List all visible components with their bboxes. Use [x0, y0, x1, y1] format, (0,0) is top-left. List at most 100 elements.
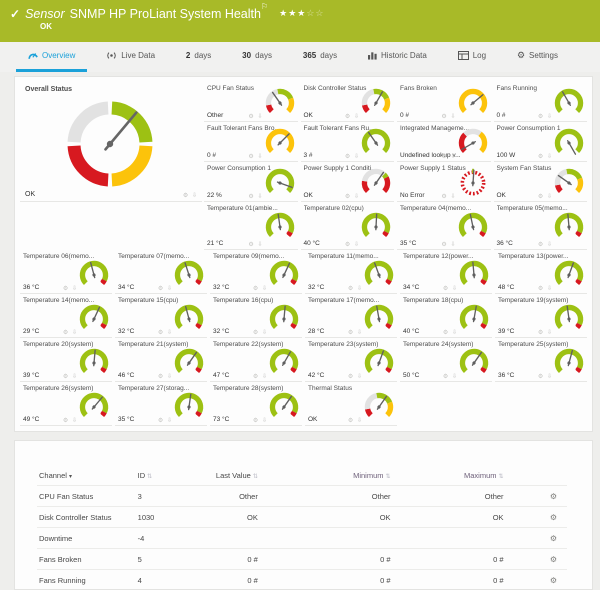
pin-icon[interactable]: ⇩	[167, 330, 173, 336]
gauge-tile[interactable]: Temperature 28(system) 73 °C ⚙ ⇩	[210, 382, 302, 426]
gear-icon[interactable]: ⚙	[441, 194, 447, 200]
tab-2-days[interactable]: 2 days	[174, 42, 223, 72]
pin-icon[interactable]: ⇩	[167, 286, 173, 292]
gear-icon[interactable]: ⚙	[158, 374, 164, 380]
channel-settings-icon[interactable]: ⚙	[550, 513, 557, 522]
gauge-tile[interactable]: Fans Running 0 # ⚙ ⇩	[494, 82, 588, 122]
pin-icon[interactable]: ⇩	[357, 330, 363, 336]
cell-channel[interactable]: Disk Controller Status	[37, 507, 136, 528]
gear-icon[interactable]: ⚙	[443, 374, 449, 380]
gauge-tile[interactable]: Power Consumption 1 100 W ⚙ ⇩	[494, 122, 588, 162]
column-header-maximum[interactable]: Maximum⇅	[393, 465, 506, 486]
gauge-tile[interactable]: Power Consumption 1 22 % ⚙ ⇩	[204, 162, 298, 202]
gear-icon[interactable]: ⚙	[253, 418, 259, 424]
gear-icon[interactable]: ⚙	[538, 374, 544, 380]
gauge-tile[interactable]: Temperature 04(memo... 35 °C ⚙ ⇩	[397, 202, 491, 250]
channel-settings-icon[interactable]: ⚙	[550, 492, 557, 501]
gear-icon[interactable]: ⚙	[348, 286, 354, 292]
pin-icon[interactable]: ⇩	[450, 154, 456, 160]
pin-icon[interactable]: ⇩	[354, 154, 360, 160]
pin-icon[interactable]: ⇩	[262, 418, 268, 424]
gauge-tile[interactable]: Disk Controller Status OK ⚙ ⇩	[301, 82, 395, 122]
gauge-tile[interactable]: Temperature 15(cpu) 32 °C ⚙ ⇩	[115, 294, 207, 338]
pin-icon[interactable]: ⇩	[72, 374, 78, 380]
pin-icon[interactable]: ⇩	[257, 194, 263, 200]
pin-icon[interactable]: ⇩	[452, 374, 458, 380]
gear-icon[interactable]: ⚙	[345, 242, 351, 248]
channel-settings-icon[interactable]: ⚙	[550, 555, 557, 564]
gauge-tile[interactable]: CPU Fan Status Other ⚙ ⇩	[204, 82, 298, 122]
gauge-tile[interactable]: Temperature 11(memo... 32 °C ⚙ ⇩	[305, 250, 397, 294]
gauge-tile[interactable]: Temperature 20(system) 39 °C ⚙ ⇩	[20, 338, 112, 382]
pin-icon[interactable]: ⇩	[357, 374, 363, 380]
tab-settings[interactable]: ⚙ Settings	[505, 42, 570, 72]
gear-icon[interactable]: ⚙	[538, 114, 544, 120]
gauge-tile[interactable]: Temperature 17(memo... 28 °C ⚙ ⇩	[305, 294, 397, 338]
pin-icon[interactable]: ⇩	[167, 418, 173, 424]
column-header-channel[interactable]: Channel▾	[37, 465, 136, 486]
pin-icon[interactable]: ⇩	[167, 374, 173, 380]
gear-icon[interactable]: ⚙	[248, 242, 254, 248]
pin-icon[interactable]: ⇩	[257, 154, 263, 160]
gauge-tile[interactable]: Temperature 01(ambie... 21 °C ⚙ ⇩	[204, 202, 298, 250]
pin-icon[interactable]: ⇩	[257, 114, 263, 120]
gauge-tile[interactable]: Temperature 02(cpu) 40 °C ⚙ ⇩	[301, 202, 395, 250]
cell-channel[interactable]: Fans Broken	[37, 549, 136, 570]
gauge-tile[interactable]: Temperature 09(memo... 32 °C ⚙ ⇩	[210, 250, 302, 294]
pin-icon[interactable]: ⇩	[72, 330, 78, 336]
pin-icon[interactable]: ⇩	[547, 242, 553, 248]
gear-icon[interactable]: ⚙	[538, 194, 544, 200]
gear-icon[interactable]: ⚙	[158, 330, 164, 336]
gauge-tile[interactable]: Temperature 13(power... 48 °C ⚙ ⇩	[495, 250, 587, 294]
gear-icon[interactable]: ⚙	[345, 194, 351, 200]
gear-icon[interactable]: ⚙	[443, 330, 449, 336]
pin-icon[interactable]: ⇩	[354, 194, 360, 200]
pin-icon[interactable]: ⇩	[452, 286, 458, 292]
cell-channel[interactable]: CPU Fan Status	[37, 486, 136, 507]
cell-channel[interactable]: Fans Running	[37, 570, 136, 590]
tab-log[interactable]: Log	[446, 42, 498, 72]
gauge-tile[interactable]: Thermal Status OK ⚙ ⇩	[305, 382, 397, 426]
gear-icon[interactable]: ⚙	[158, 286, 164, 292]
gauge-tile[interactable]: Power Supply 1 Status No Error ⚙ ⇩	[397, 162, 491, 202]
gear-icon[interactable]: ⚙	[348, 418, 354, 424]
gauge-tile[interactable]: Temperature 27(storag... 35 °C ⚙ ⇩	[115, 382, 207, 426]
gear-icon[interactable]: ⚙	[538, 242, 544, 248]
gear-icon[interactable]: ⚙	[441, 114, 447, 120]
pin-icon[interactable]: ⇩	[547, 114, 553, 120]
gauge-tile[interactable]: Temperature 05(memo... 36 °C ⚙ ⇩	[494, 202, 588, 250]
pin-icon[interactable]: ⇩	[192, 193, 198, 199]
cell-channel[interactable]: Downtime	[37, 528, 136, 549]
pin-icon[interactable]: ⇩	[450, 194, 456, 200]
tab-live-data[interactable]: Live Data	[94, 42, 167, 72]
gauge-tile[interactable]: Temperature 21(system) 46 °C ⚙ ⇩	[115, 338, 207, 382]
gear-icon[interactable]: ⚙	[538, 154, 544, 160]
pin-icon[interactable]: ⇩	[72, 286, 78, 292]
gauge-tile[interactable]: Temperature 25(system) 36 °C ⚙ ⇩	[495, 338, 587, 382]
pin-icon[interactable]: ⇩	[72, 418, 78, 424]
gauge-tile[interactable]: Temperature 23(system) 42 °C ⚙ ⇩	[305, 338, 397, 382]
gear-icon[interactable]: ⚙	[248, 154, 254, 160]
pin-icon[interactable]: ⇩	[450, 242, 456, 248]
flag-icon[interactable]: ⚐	[261, 2, 268, 11]
pin-icon[interactable]: ⇩	[257, 242, 263, 248]
gauge-tile[interactable]: Temperature 22(system) 47 °C ⚙ ⇩	[210, 338, 302, 382]
gear-icon[interactable]: ⚙	[183, 193, 189, 199]
gear-icon[interactable]: ⚙	[248, 194, 254, 200]
pin-icon[interactable]: ⇩	[547, 374, 553, 380]
pin-icon[interactable]: ⇩	[450, 114, 456, 120]
gauge-tile[interactable]: Temperature 07(memo... 34 °C ⚙ ⇩	[115, 250, 207, 294]
pin-icon[interactable]: ⇩	[547, 154, 553, 160]
gear-icon[interactable]: ⚙	[538, 286, 544, 292]
gear-icon[interactable]: ⚙	[253, 286, 259, 292]
gear-icon[interactable]: ⚙	[345, 114, 351, 120]
gear-icon[interactable]: ⚙	[253, 374, 259, 380]
pin-icon[interactable]: ⇩	[547, 330, 553, 336]
pin-icon[interactable]: ⇩	[262, 286, 268, 292]
tab-30-days[interactable]: 30 days	[230, 42, 284, 72]
gauge-tile[interactable]: Temperature 24(system) 50 °C ⚙ ⇩	[400, 338, 492, 382]
pin-icon[interactable]: ⇩	[262, 330, 268, 336]
gear-icon[interactable]: ⚙	[253, 330, 259, 336]
gear-icon[interactable]: ⚙	[63, 330, 69, 336]
gauge-tile[interactable]: Temperature 16(cpu) 32 °C ⚙ ⇩	[210, 294, 302, 338]
